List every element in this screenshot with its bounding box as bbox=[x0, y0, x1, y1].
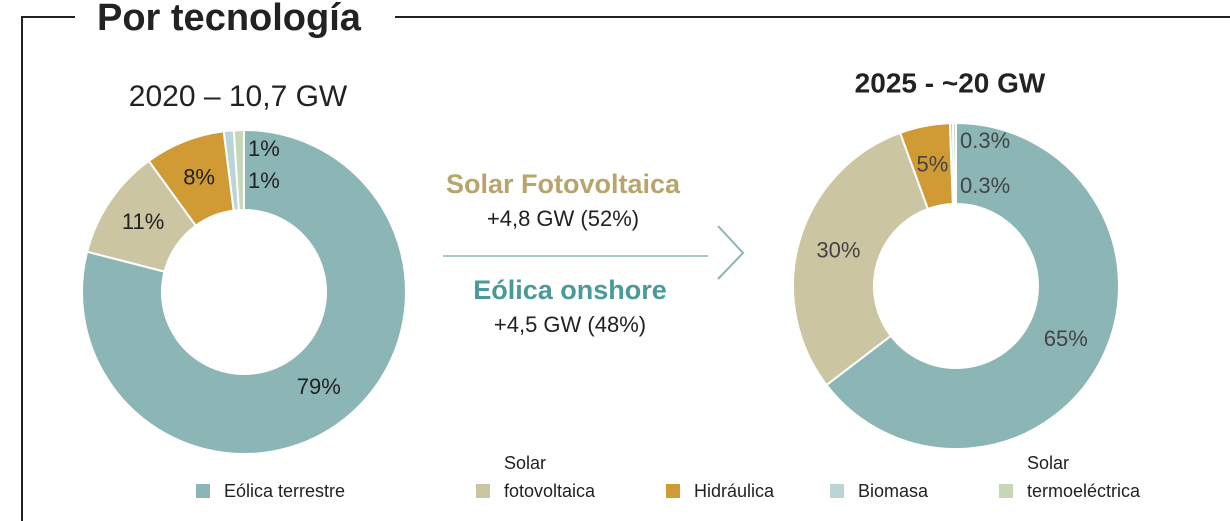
legend-item: Biomasa bbox=[830, 477, 928, 505]
data-label: 65% bbox=[1044, 326, 1088, 351]
data-label: 0.3% bbox=[960, 173, 1010, 198]
pie-slice bbox=[81, 128, 407, 455]
legend-item: Eólica terrestre bbox=[196, 477, 345, 505]
legend-swatch bbox=[666, 484, 680, 498]
pie-slice bbox=[951, 121, 957, 206]
pie-title: 2025 - ~20 GW bbox=[855, 67, 1046, 98]
data-label: 1% bbox=[248, 168, 280, 193]
pie-slice bbox=[825, 121, 1120, 450]
data-label: 30% bbox=[816, 237, 860, 262]
legend-item: Hidráulica bbox=[666, 477, 774, 505]
annotation-title: Eólica onshore bbox=[473, 275, 667, 305]
data-label: 8% bbox=[183, 164, 215, 189]
data-label: 79% bbox=[297, 374, 341, 399]
legend-item: Solar fotovoltaica bbox=[476, 449, 624, 505]
pie-slice bbox=[232, 128, 245, 212]
arrow bbox=[717, 225, 745, 280]
frame bbox=[21, 16, 75, 521]
chart-title: Por tecnología bbox=[97, 0, 362, 39]
legend-item: Solar termoeléctrica bbox=[999, 449, 1177, 505]
annotation-text: +4,5 GW (48%) bbox=[494, 312, 646, 337]
data-label: 5% bbox=[917, 152, 949, 177]
data-label: 1% bbox=[248, 136, 280, 161]
legend-swatch bbox=[830, 484, 844, 498]
legend-label: Solar termoeléctrica bbox=[1027, 453, 1141, 501]
pie-slice bbox=[792, 131, 930, 387]
pie-title: 2020 – 10,7 GW bbox=[129, 80, 348, 113]
data-label: 0.3% bbox=[960, 128, 1010, 153]
legend-swatch bbox=[999, 484, 1013, 498]
legend-swatch bbox=[196, 484, 210, 498]
legend-label: Eólica terrestre bbox=[224, 481, 346, 501]
annotation-title: Solar Fotovoltaica bbox=[446, 169, 681, 199]
legend-label: Hidráulica bbox=[694, 481, 775, 501]
legend-label: Biomasa bbox=[858, 481, 929, 501]
legend-label: Solar fotovoltaica bbox=[504, 453, 596, 501]
annotation-text: +4,8 GW (52%) bbox=[487, 206, 639, 231]
data-label: 11% bbox=[122, 209, 164, 234]
legend-swatch bbox=[476, 484, 490, 498]
